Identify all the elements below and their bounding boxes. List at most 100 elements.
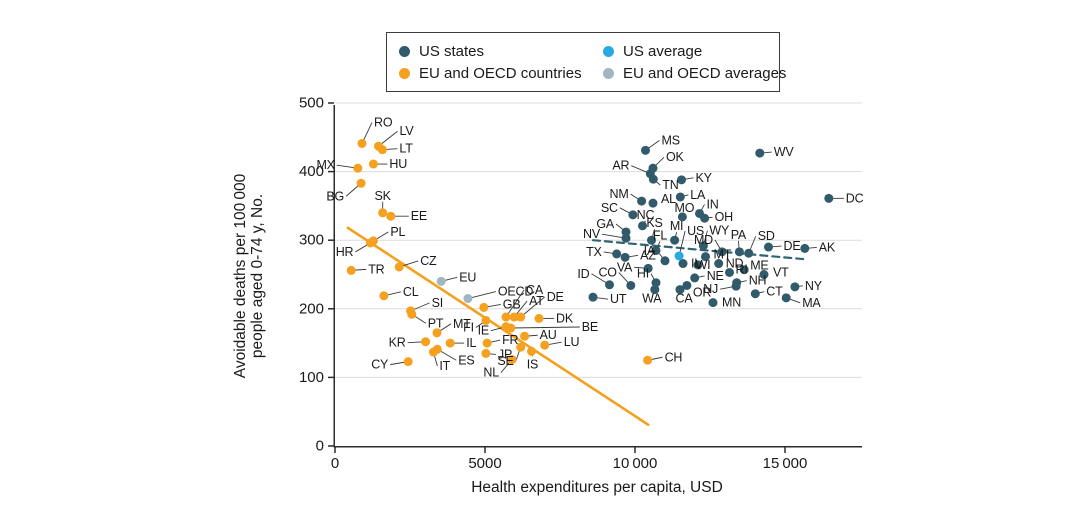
point-label-eu-RO: RO — [374, 115, 393, 129]
point-eu-BG — [356, 178, 366, 188]
point-label-us-LA: LA — [690, 188, 706, 202]
point-label-eu-CH: CH — [665, 350, 683, 364]
y-tick-label-300: 300 — [299, 232, 324, 249]
point-label-eu-HR: HR — [336, 245, 354, 259]
point-label-eu-EE: EE — [411, 209, 427, 223]
point-eu-FI — [481, 315, 491, 325]
point-label-us-ND: ND — [726, 257, 744, 271]
point-label-eu-FI: FI — [463, 320, 474, 334]
point-label-euavg-EU: EU — [459, 270, 476, 284]
point-label-eu-GB: GB — [503, 297, 521, 311]
point-label-us-MO: MO — [675, 201, 695, 215]
point-label-eu-BE: BE — [582, 320, 598, 334]
eu-oecd-trend-line — [346, 226, 650, 427]
point-eu-HR — [365, 238, 375, 248]
point-label-us-PA: PA — [731, 228, 747, 242]
point-label-eu-DK: DK — [556, 311, 574, 325]
point-us-MD — [717, 247, 727, 257]
point-label-eu-CY: CY — [371, 358, 389, 372]
point-label-us-AZ: AZ — [640, 248, 656, 262]
point-label-us-SD: SD — [758, 229, 775, 243]
point-us-LA — [675, 192, 685, 202]
point-us-KY — [677, 175, 686, 185]
point-us-UT — [588, 292, 598, 302]
point-us-WV — [755, 148, 765, 158]
point-eu-IL — [445, 338, 455, 348]
data-points-layer — [346, 138, 834, 367]
point-eu-CL — [379, 291, 389, 301]
point-eu-CY — [403, 357, 413, 367]
point-label-usavg-US: US — [687, 224, 704, 238]
point-us-NC — [638, 221, 647, 231]
point-label-us-GA: GA — [596, 217, 615, 231]
point-eu-EE — [386, 211, 396, 221]
point-label-us-KY: KY — [696, 171, 713, 185]
point-us-AK — [800, 243, 810, 253]
point-us-CT — [750, 289, 760, 299]
point-us-IL — [678, 259, 688, 269]
y-tick-label-500: 500 — [299, 95, 324, 112]
legend-label-us-states: US states — [419, 42, 485, 60]
point-label-eu-MX: MX — [316, 158, 335, 172]
point-eu-CZ — [394, 262, 404, 272]
point-label-us-MN: MN — [722, 296, 741, 310]
leader-eu-BE — [510, 326, 580, 329]
point-us-VT — [759, 270, 769, 279]
point-eu-NL — [507, 355, 517, 365]
point-eu-LU — [540, 340, 550, 350]
point-us-SC — [628, 210, 638, 220]
point-label-us-TN: TN — [662, 178, 678, 192]
point-us-AZ — [620, 252, 630, 262]
point-us-MS — [641, 145, 650, 155]
point-label-us-VA: VA — [617, 260, 633, 274]
point-eu-FR — [482, 338, 492, 348]
point-eu-DK — [534, 313, 544, 323]
legend-item-eu-oecd-averages: EU and OECD averages — [603, 65, 786, 82]
point-label-eu-CZ: CZ — [420, 254, 437, 268]
point-label-us-MI: MI — [670, 219, 684, 233]
point-us-HI — [651, 278, 661, 288]
leader-euavg-OECD — [467, 291, 497, 299]
point-label-eu-PT: PT — [428, 316, 444, 330]
point-label-us-NC: NC — [637, 208, 655, 222]
point-us-SD — [744, 248, 754, 258]
point-us-RI — [725, 267, 734, 277]
point-label-us-DC: DC — [846, 191, 864, 205]
point-eu-HU — [368, 159, 378, 169]
legend-item-us-average: US average — [603, 43, 786, 60]
point-label-us-DE: DE — [784, 239, 801, 253]
leader-eu-DE — [520, 296, 545, 318]
point-us-KS — [647, 235, 656, 245]
x-axis-title: Health expenditures per capita, USD — [471, 479, 723, 496]
point-eu-KR — [421, 337, 431, 347]
y-tick-label-200: 200 — [299, 300, 324, 317]
point-label-eu-SE: SE — [497, 354, 513, 368]
point-eu-GB — [479, 302, 489, 312]
point-us-NE — [690, 273, 700, 283]
point-us-ND — [714, 259, 724, 269]
point-label-us-MA: MA — [802, 296, 821, 310]
point-label-us-NE: NE — [707, 269, 724, 283]
point-us-GA — [621, 227, 631, 237]
point-us-DC — [824, 193, 834, 203]
point-label-us-ID: ID — [577, 267, 589, 281]
point-label-us-NY: NY — [805, 279, 823, 293]
point-eu-PT — [407, 309, 417, 319]
point-label-us-VT: VT — [773, 266, 789, 280]
point-label-eu-SK: SK — [375, 189, 392, 203]
point-label-eu-MT: MT — [453, 317, 471, 331]
legend-label-eu-oecd-averages: EU and OECD averages — [623, 64, 787, 82]
point-euavg-OECD — [463, 294, 473, 304]
point-eu-JP — [481, 348, 491, 358]
point-label-us-TX: TX — [586, 245, 602, 259]
point-label-us-UT: UT — [610, 292, 627, 306]
point-label-us-OK: OK — [666, 150, 685, 164]
point-label-eu-CL: CL — [403, 285, 419, 299]
trend-lines-layer — [346, 226, 809, 427]
point-label-eu-FR: FR — [502, 333, 518, 347]
x-tick-label-10000: 10 000 — [613, 455, 658, 472]
point-label-us-OH: OH — [715, 210, 734, 224]
